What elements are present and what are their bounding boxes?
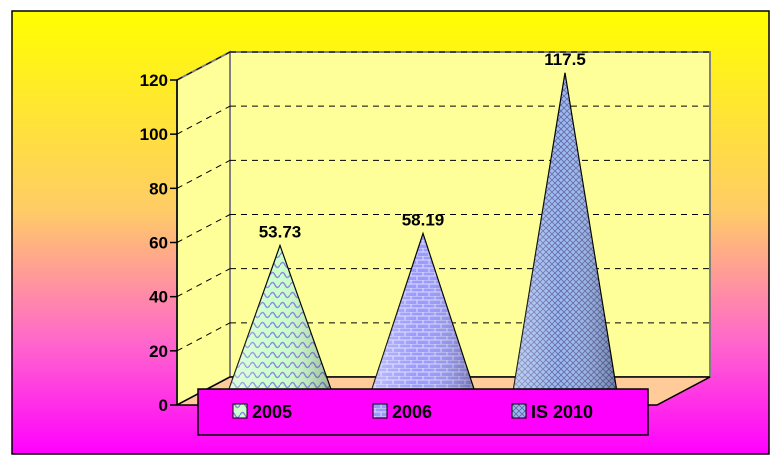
- y-tick-label: 60: [149, 234, 168, 253]
- y-axis: 0 20 40 60 80 100 120: [140, 71, 178, 415]
- legend-swatch: [372, 403, 388, 419]
- gridlines: [176, 51, 710, 352]
- y-tick-label: 120: [140, 71, 168, 90]
- y-tick-label: 100: [140, 125, 168, 144]
- legend-item: 2005: [232, 402, 292, 422]
- legend-label: IS 2010: [531, 402, 593, 422]
- side-wall: [176, 50, 231, 407]
- legend-box: [197, 388, 649, 436]
- gridline-side: [176, 105, 231, 135]
- gridline-side: [176, 51, 231, 81]
- gridline-side: [176, 159, 231, 189]
- legend-label: 2005: [252, 402, 292, 422]
- legend-label: 2006: [392, 402, 432, 422]
- data-label: 53.73: [259, 222, 302, 241]
- y-tick-label: 0: [159, 396, 168, 415]
- legend-item: 2006: [372, 402, 432, 422]
- gridline-side: [176, 214, 231, 243]
- y-tick-label: 20: [149, 342, 168, 361]
- gridline-side: [176, 322, 231, 352]
- y-tick-label: 80: [149, 179, 168, 198]
- data-label: 58.19: [402, 210, 445, 229]
- data-label: 117.5: [544, 50, 586, 69]
- legend-swatch: [511, 403, 527, 419]
- y-tick-label: 40: [149, 288, 168, 307]
- legend-item: IS 2010: [511, 402, 593, 422]
- gridline-side: [176, 268, 231, 298]
- cones: [227, 72, 618, 393]
- legend: 2005 2006 IS 2010: [197, 388, 649, 436]
- data-labels: 53.73 58.19 117.5: [259, 50, 586, 242]
- legend-swatch: [232, 403, 248, 419]
